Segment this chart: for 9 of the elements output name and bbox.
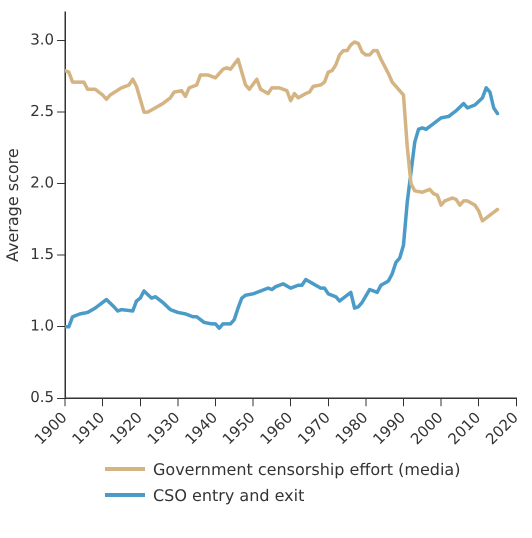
y-tick-label: 1.0 xyxy=(30,316,54,335)
y-tick-label: 2.0 xyxy=(30,174,54,192)
legend-label: Government censorship effort (media) xyxy=(153,460,460,478)
y-tick-label: 2.5 xyxy=(30,102,54,120)
legend-label: CSO entry and exit xyxy=(153,486,304,504)
y-tick-label: 1.5 xyxy=(30,245,54,264)
y-tick-label: 0.5 xyxy=(30,388,54,406)
y-axis-title: Average score xyxy=(2,148,22,262)
y-tick-label: 3.0 xyxy=(30,30,54,49)
